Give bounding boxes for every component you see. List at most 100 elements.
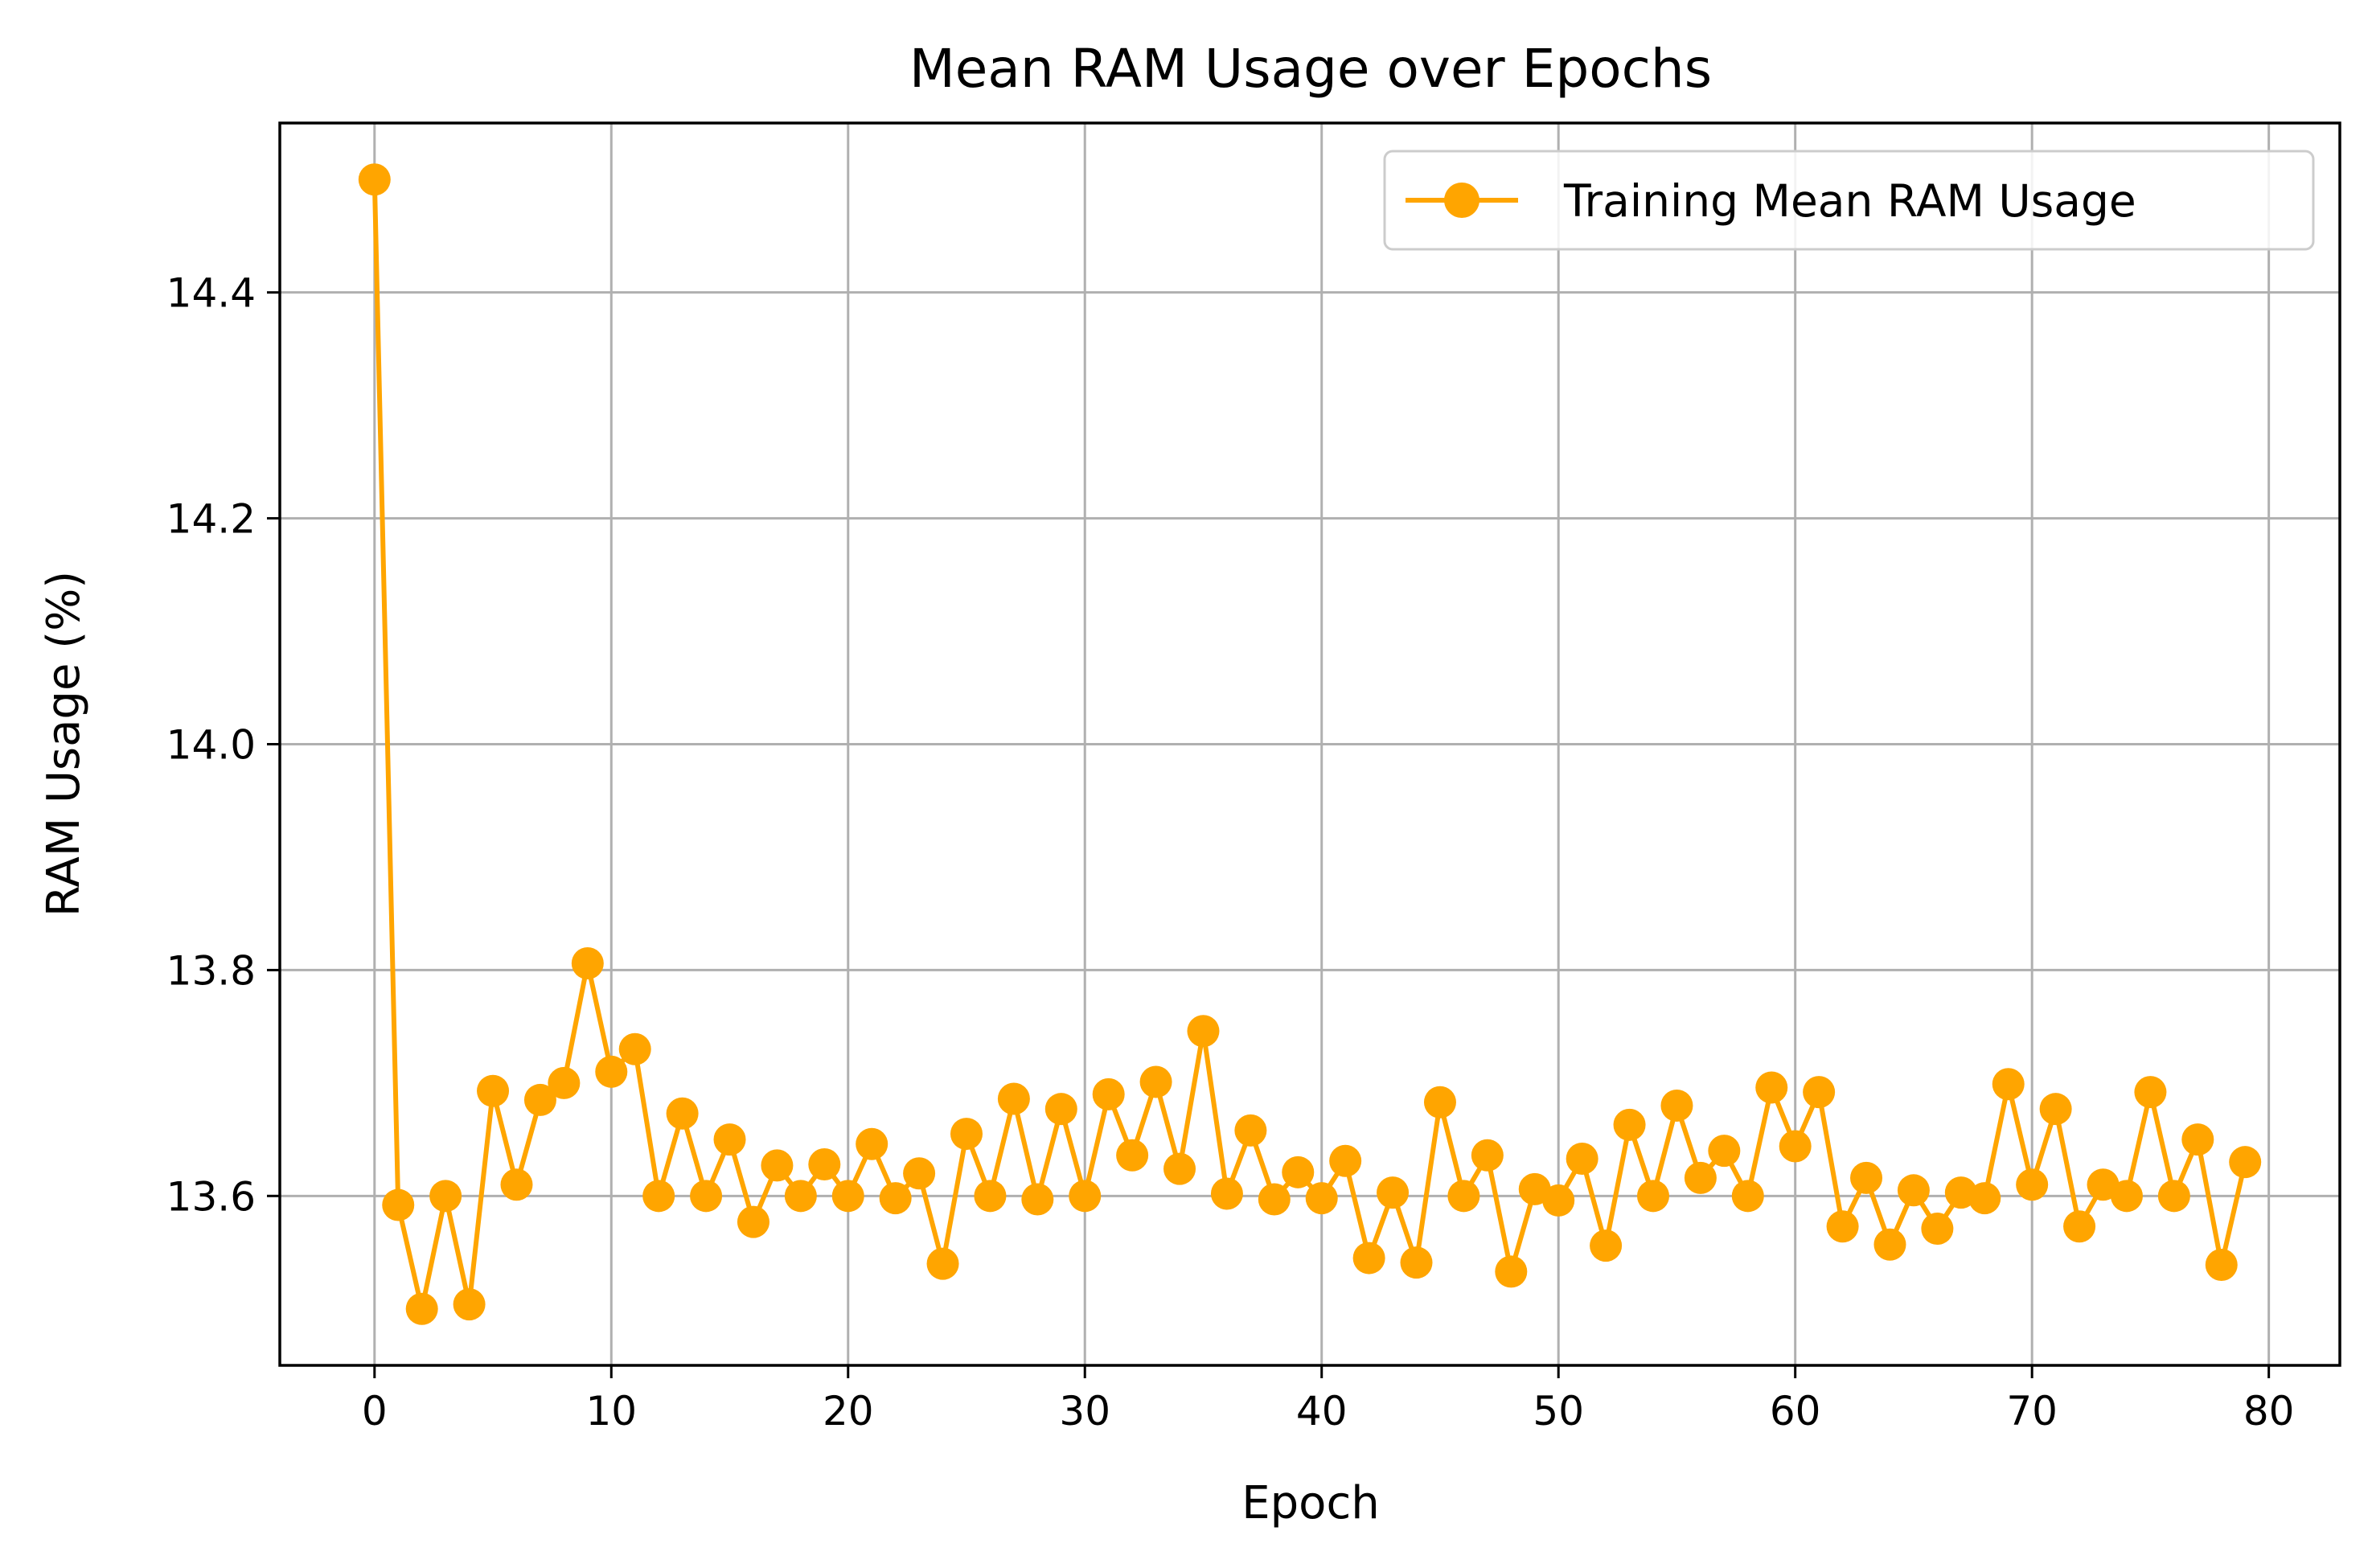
data-point: [2016, 1168, 2049, 1201]
data-point: [997, 1082, 1030, 1115]
y-tick-label: 14.0: [166, 722, 256, 769]
data-point: [1258, 1183, 1291, 1216]
data-point: [1803, 1076, 1836, 1109]
data-point: [1021, 1183, 1054, 1216]
data-point: [856, 1127, 888, 1160]
data-point: [784, 1180, 817, 1213]
data-point: [1377, 1176, 1410, 1209]
data-point: [1282, 1155, 1315, 1188]
data-point: [1210, 1177, 1243, 1210]
data-point: [1400, 1246, 1433, 1279]
data-point: [1187, 1015, 1220, 1048]
data-point: [1542, 1184, 1575, 1217]
data-point: [1139, 1065, 1172, 1098]
data-point: [761, 1149, 794, 1182]
data-point: [1684, 1161, 1717, 1194]
data-point: [1234, 1114, 1267, 1147]
data-point: [1921, 1213, 1954, 1246]
data-point: [595, 1055, 628, 1088]
x-axis-label: Epoch: [1241, 1477, 1379, 1529]
axis-ticks: 0 10 20 30 40 50 60 70 80 13.6 13.8 14.0 14.2 14.4: [166, 270, 2295, 1435]
data-point: [382, 1188, 415, 1221]
data-point: [1992, 1068, 2025, 1101]
data-point: [903, 1157, 936, 1190]
data-point: [1873, 1228, 1906, 1261]
x-tick-label: 70: [2006, 1388, 2058, 1435]
data-point: [477, 1074, 510, 1107]
plot-frame: [278, 121, 2341, 1367]
data-point: [1329, 1144, 1362, 1177]
data-point: [1116, 1139, 1149, 1172]
data-point: [1044, 1093, 1077, 1126]
data-point: [1755, 1071, 1788, 1104]
data-point: [1708, 1135, 1741, 1168]
x-tick-label: 80: [2243, 1388, 2295, 1435]
data-point: [2110, 1180, 2143, 1213]
data-point: [1471, 1139, 1504, 1172]
data-point: [1352, 1242, 1385, 1275]
data-point: [405, 1292, 438, 1325]
data-point: [429, 1180, 462, 1213]
data-point: [1566, 1142, 1598, 1175]
data-point: [2205, 1248, 2238, 1281]
data-point: [1826, 1210, 1859, 1243]
data-point: [2229, 1146, 2262, 1179]
y-axis-label: RAM Usage (%): [38, 571, 90, 917]
x-tick-label: 40: [1296, 1388, 1348, 1435]
data-point: [737, 1205, 769, 1238]
data-point: [2181, 1123, 2214, 1156]
legend-label: Training Mean RAM Usage: [1563, 175, 2136, 227]
data-point: [358, 163, 391, 196]
y-tick-label: 13.8: [166, 947, 256, 994]
data-point: [950, 1118, 983, 1151]
data-point: [1590, 1229, 1623, 1262]
legend-marker-swatch: [1444, 183, 1479, 218]
data-point: [1968, 1182, 2001, 1215]
data-point: [974, 1180, 1007, 1213]
data-point: [523, 1083, 556, 1116]
x-tick-label: 10: [585, 1388, 637, 1435]
data-point: [808, 1147, 841, 1180]
data-point: [1423, 1086, 1456, 1119]
data-point: [2039, 1093, 2072, 1126]
legend: Training Mean RAM Usage: [1383, 150, 2315, 251]
x-tick-label: 50: [1533, 1388, 1584, 1435]
data-point: [618, 1032, 651, 1065]
data-point: [2134, 1076, 2167, 1109]
data-point: [571, 946, 604, 979]
data-point: [1305, 1182, 1338, 1215]
y-tick-label: 14.4: [166, 270, 256, 317]
data-point: [453, 1288, 486, 1321]
data-point: [500, 1168, 533, 1201]
x-tick-label: 60: [1770, 1388, 1821, 1435]
data-point: [713, 1123, 746, 1156]
data-point: [926, 1247, 959, 1280]
data-point: [1850, 1161, 1883, 1194]
data-point: [1163, 1152, 1196, 1185]
x-tick-label: 20: [823, 1388, 874, 1435]
chart-title: Mean RAM Usage over Epochs: [909, 38, 1712, 100]
data-point: [1495, 1255, 1528, 1288]
y-tick-label: 14.2: [166, 496, 256, 543]
x-tick-label: 0: [362, 1388, 388, 1435]
data-point: [1637, 1180, 1669, 1213]
data-point: [1447, 1180, 1480, 1213]
data-point: [1660, 1089, 1693, 1122]
data-point: [1897, 1174, 1930, 1207]
data-point: [690, 1180, 723, 1213]
data-point: [2157, 1180, 2190, 1213]
x-tick-label: 30: [1059, 1388, 1110, 1435]
data-point: [666, 1097, 699, 1130]
data-point: [1613, 1108, 1646, 1141]
y-tick-label: 13.6: [166, 1173, 256, 1220]
data-point: [642, 1180, 675, 1213]
data-point: [2063, 1210, 2096, 1243]
data-point: [1069, 1180, 1102, 1213]
data-point: [1731, 1180, 1764, 1213]
data-point: [879, 1182, 912, 1215]
data-point: [548, 1066, 581, 1099]
legend-box: [1383, 150, 2315, 251]
data-point: [831, 1180, 864, 1213]
